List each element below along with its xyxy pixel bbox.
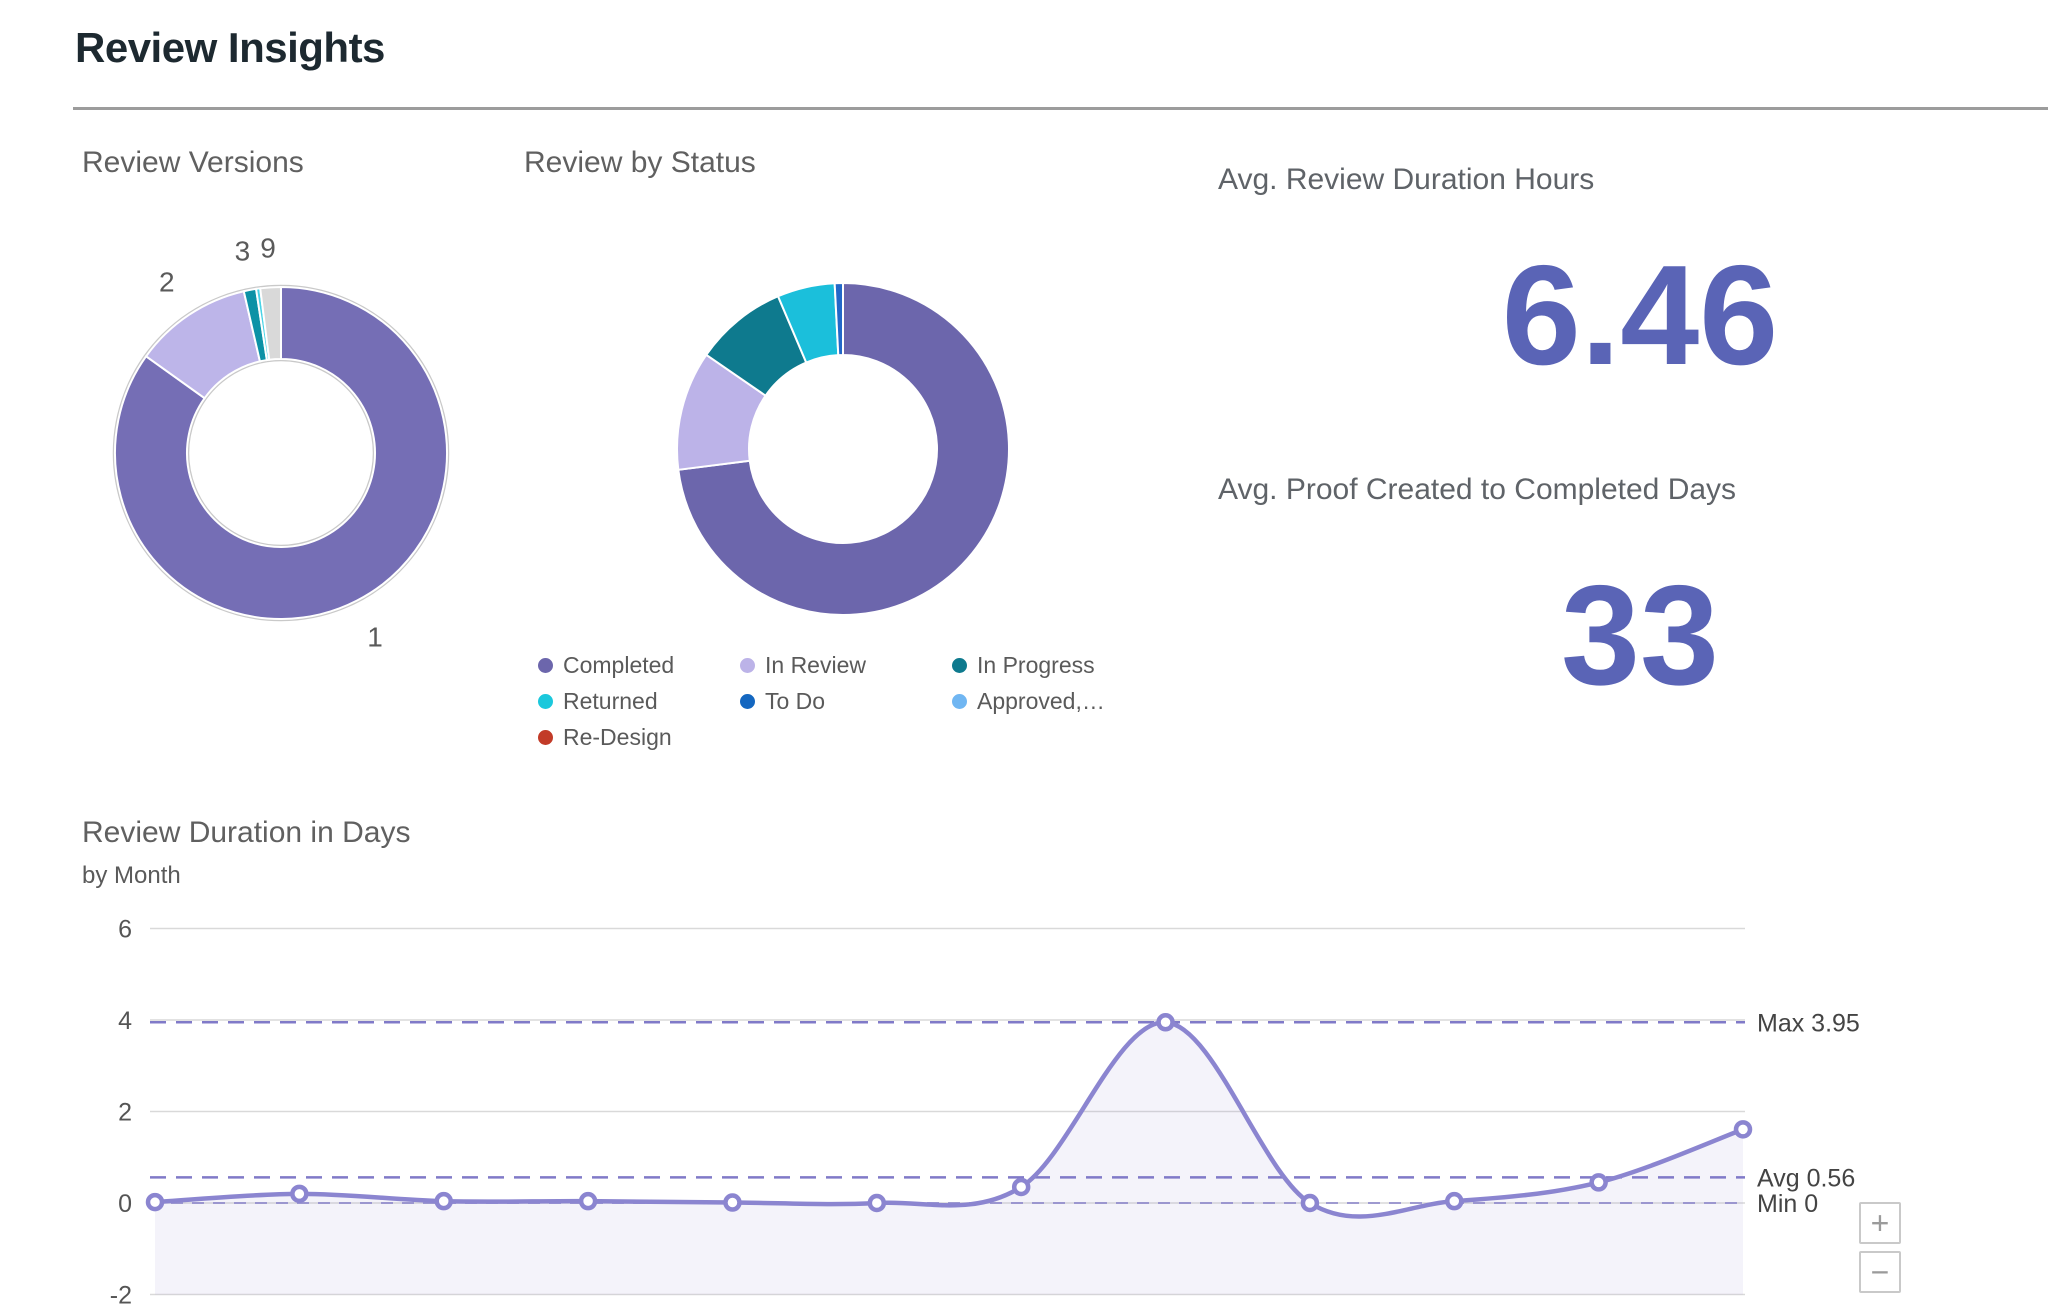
legend-item-in-progress[interactable]: In Progress xyxy=(952,652,1202,679)
legend-label: In Review xyxy=(765,652,866,678)
legend-label: Re-Design xyxy=(563,724,672,750)
slice-label-1: 1 xyxy=(367,621,383,652)
data-point-marker[interactable] xyxy=(1445,1191,1464,1211)
slice-completed[interactable] xyxy=(677,281,1010,616)
zoom-out-button[interactable]: − xyxy=(1859,1251,1901,1293)
legend-swatch xyxy=(740,694,755,709)
kpi-review-duration-title: Avg. Review Duration Hours xyxy=(1218,163,1595,196)
legend-item-completed[interactable]: Completed xyxy=(538,652,740,679)
status-legend: Completed In Review In Progress Returned To … xyxy=(538,652,1202,751)
slice-label-9: 9 xyxy=(260,232,276,263)
duration-chart-title: Review Duration in Days xyxy=(82,816,411,849)
legend-label: Returned xyxy=(563,688,658,714)
area-fill xyxy=(155,1022,1743,1295)
data-point-marker[interactable] xyxy=(1156,1013,1175,1032)
slice-to-do[interactable] xyxy=(833,281,844,357)
ref-line-label-min: Min 0 xyxy=(1757,1190,1818,1218)
y-axis-tick: -2 xyxy=(110,1282,132,1304)
legend-label: Completed xyxy=(563,652,675,678)
legend-swatch xyxy=(952,658,967,673)
data-point-marker[interactable] xyxy=(578,1191,598,1211)
data-point-marker[interactable] xyxy=(145,1192,165,1212)
data-point-marker[interactable] xyxy=(1011,1177,1031,1197)
data-point-marker[interactable] xyxy=(1733,1120,1753,1139)
legend-item-re-design[interactable]: Re-Design xyxy=(538,724,740,751)
data-point-marker[interactable] xyxy=(434,1191,453,1211)
slice-1[interactable] xyxy=(114,285,448,620)
data-point-marker[interactable] xyxy=(1300,1193,1320,1213)
legend-item-returned[interactable]: Returned xyxy=(538,688,740,715)
slice-label-2: 2 xyxy=(159,267,175,298)
legend-label: Approved,… xyxy=(977,688,1105,714)
data-point-marker[interactable] xyxy=(867,1193,887,1213)
slice-label-3: 3 xyxy=(235,236,251,267)
y-axis-tick: 4 xyxy=(118,1007,132,1035)
legend-label: To Do xyxy=(765,688,826,714)
versions-donut-chart[interactable]: 1 2 3 9 xyxy=(46,218,516,688)
y-axis-tick: 6 xyxy=(118,916,132,944)
page-title: Review Insights xyxy=(75,24,385,71)
kpi-proof-created-title: Avg. Proof Created to Completed Days xyxy=(1218,473,1737,506)
duration-line xyxy=(154,1020,1744,1219)
legend-swatch xyxy=(952,694,967,709)
data-point-marker[interactable] xyxy=(1589,1173,1608,1192)
legend-item-approved-[interactable]: Approved,… xyxy=(952,688,1202,715)
status-chart-title: Review by Status xyxy=(524,146,756,179)
legend-swatch xyxy=(538,694,553,709)
slice-9[interactable] xyxy=(259,285,282,361)
legend-swatch xyxy=(538,658,553,673)
zoom-in-button[interactable]: + xyxy=(1859,1202,1901,1244)
legend-label: In Progress xyxy=(977,652,1095,678)
ref-line-label-avg: Avg 0.56 xyxy=(1757,1164,1855,1192)
versions-chart-title: Review Versions xyxy=(82,146,304,179)
duration-chart-subtitle: by Month xyxy=(82,862,181,889)
legend-swatch xyxy=(740,658,755,673)
legend-item-to-do[interactable]: To Do xyxy=(740,688,952,715)
data-point-marker[interactable] xyxy=(290,1184,309,1204)
status-donut-chart[interactable] xyxy=(608,214,1078,684)
header-divider xyxy=(73,107,2048,110)
kpi-proof-created-value: 33 xyxy=(1561,556,1719,715)
y-axis-tick: 2 xyxy=(118,1099,132,1127)
data-point-marker[interactable] xyxy=(723,1193,742,1212)
legend-item-in-review[interactable]: In Review xyxy=(740,652,952,679)
ref-line-label-max: Max 3.95 xyxy=(1757,1009,1860,1037)
y-axis-tick: 0 xyxy=(118,1190,132,1218)
legend-swatch xyxy=(538,730,553,745)
kpi-review-duration-value: 6.46 xyxy=(1501,236,1779,395)
